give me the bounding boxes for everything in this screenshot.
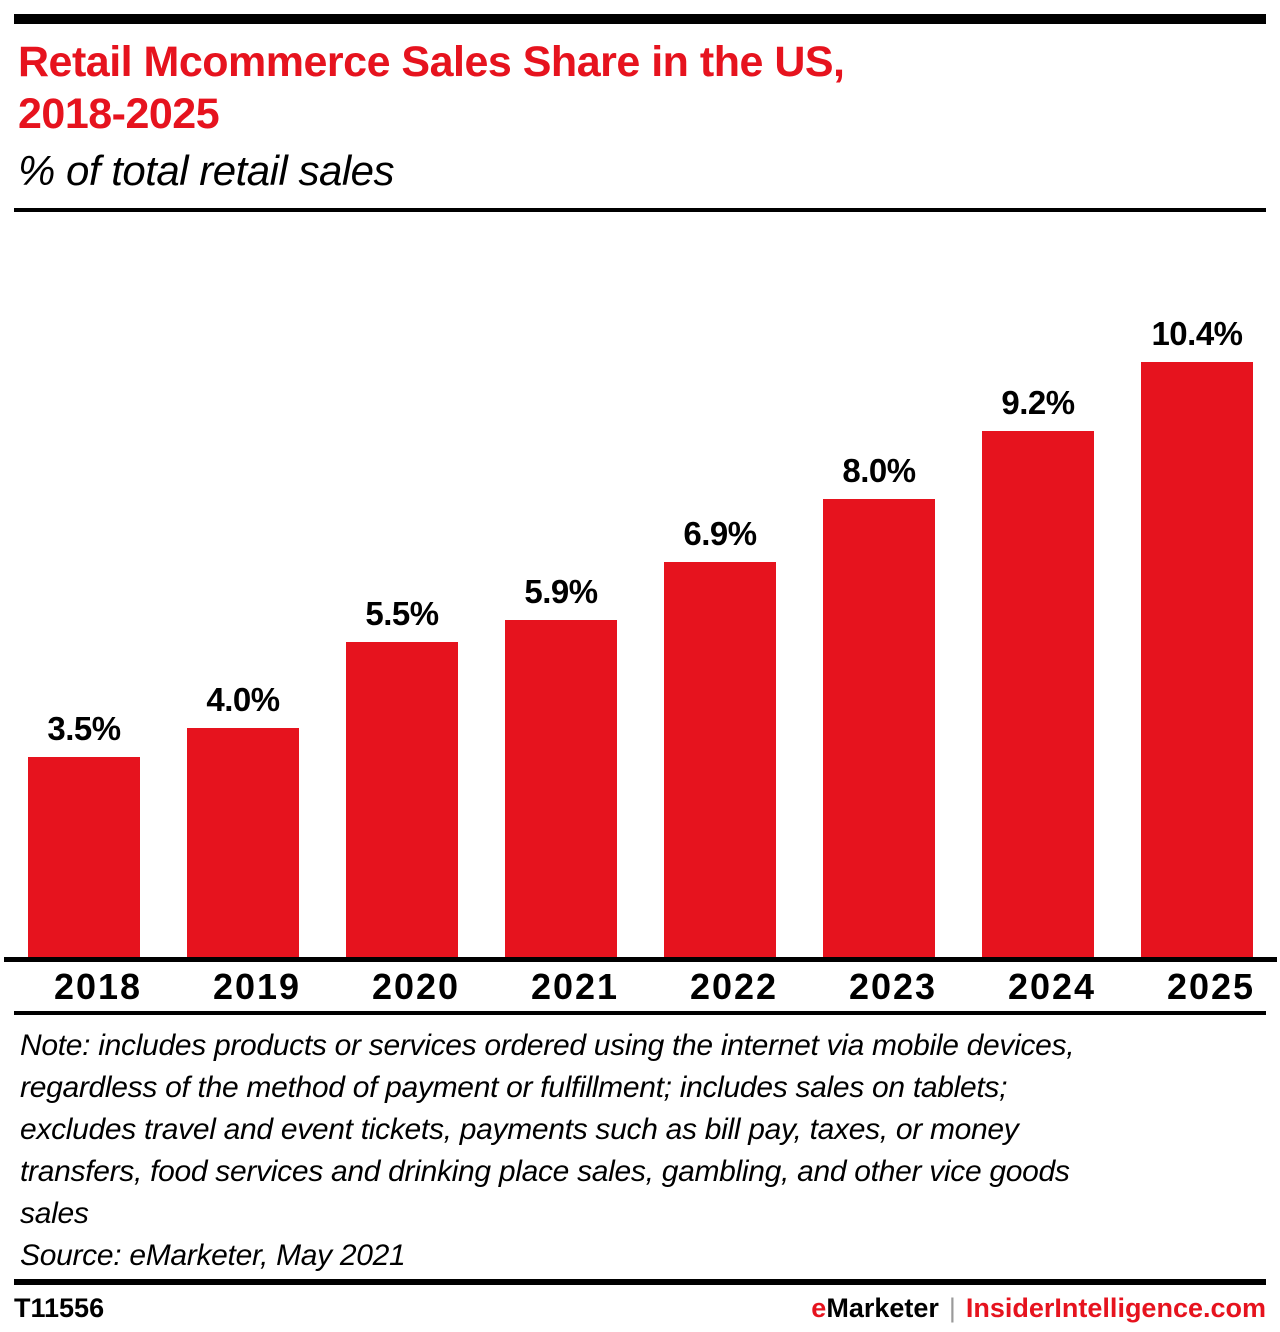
bar (664, 562, 776, 957)
chart-footer-divider (14, 1011, 1266, 1015)
bar-column: 4.0% (187, 682, 299, 957)
bar-chart: 3.5% 4.0% 5.5% 5.9% 6.9% 8.0% 9.2% 10.4% (14, 212, 1266, 957)
source-text: Source: eMarketer, May 2021 (20, 1239, 406, 1272)
bar-value-label: 10.4% (1151, 315, 1243, 352)
brand-lockup: e Marketer | InsiderIntelligence.com (811, 1293, 1266, 1324)
page-title-line2: 2018-2025 (18, 90, 220, 138)
bar (28, 757, 140, 957)
chart-id: T11556 (14, 1293, 105, 1323)
x-axis-label: 2024 (1007, 965, 1097, 1007)
bar-column: 9.2% (982, 385, 1094, 957)
x-axis-label: 2021 (530, 965, 620, 1007)
bar (823, 499, 935, 957)
bars-row: 3.5% 4.0% 5.5% 5.9% 6.9% 8.0% 9.2% 10.4% (28, 316, 1253, 957)
bar-value-label: 3.5% (47, 710, 121, 747)
bar (1141, 362, 1253, 957)
footer: T11556 e Marketer | InsiderIntelligence.c… (14, 1293, 1266, 1324)
bar-column: 3.5% (28, 711, 140, 957)
x-axis-label: 2022 (689, 965, 779, 1007)
bar-column: 5.5% (346, 596, 458, 957)
bar-value-label: 4.0% (206, 681, 280, 718)
bar (187, 728, 299, 957)
x-axis-label: 2023 (848, 965, 938, 1007)
bar (505, 620, 617, 957)
page-title-line1: Retail Mcommerce Sales Share in the US, (18, 38, 845, 86)
x-axis-label: 2019 (212, 965, 302, 1007)
note-block: Note: includes products or services orde… (20, 1025, 1266, 1277)
x-axis-label: 2025 (1166, 965, 1256, 1007)
x-axis-line (4, 957, 1277, 962)
chart-subtitle: % of total retail sales (18, 147, 395, 194)
bar-value-label: 8.0% (842, 452, 916, 489)
bar (346, 642, 458, 957)
emarketer-logo-e: e (811, 1293, 827, 1323)
page-title: Retail Mcommerce Sales Share in the US, … (18, 36, 1266, 140)
emarketer-logo-rest: Marketer (826, 1293, 939, 1323)
bar (982, 431, 1094, 957)
bar-value-label: 5.5% (365, 595, 439, 632)
footer-rule (14, 1279, 1266, 1285)
bar-column: 5.9% (505, 574, 617, 957)
x-axis-labels: 2018 2019 2020 2021 2022 2023 2024 2025 (0, 962, 1280, 1011)
top-accent-bar (14, 14, 1266, 24)
note-text: Note: includes products or services orde… (20, 1029, 1075, 1230)
brand-separator: | (948, 1293, 956, 1323)
bar-value-label: 9.2% (1001, 384, 1075, 421)
bar-value-label: 5.9% (524, 573, 598, 610)
bar-column: 10.4% (1141, 316, 1253, 957)
header-divider (14, 208, 1266, 212)
bar-column: 6.9% (664, 516, 776, 957)
bar-value-label: 6.9% (683, 515, 757, 552)
x-axis-label: 2020 (371, 965, 461, 1007)
bar-column: 8.0% (823, 453, 935, 957)
insider-intelligence-link: InsiderIntelligence.com (965, 1293, 1266, 1323)
x-axis-label: 2018 (53, 965, 143, 1007)
